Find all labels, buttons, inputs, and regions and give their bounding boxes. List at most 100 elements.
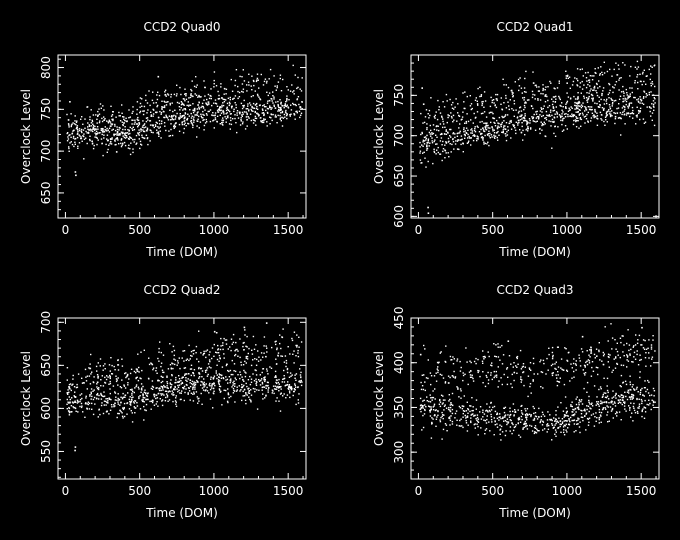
data-point	[150, 362, 152, 364]
data-point	[620, 77, 622, 79]
data-point	[436, 416, 438, 418]
data-point	[552, 121, 554, 123]
data-point	[195, 86, 197, 88]
data-point	[280, 388, 282, 390]
data-point	[255, 107, 258, 110]
data-point	[568, 107, 570, 109]
x-tick-label: 0	[62, 484, 70, 498]
data-point	[559, 377, 561, 379]
data-point	[497, 122, 499, 124]
data-point	[445, 424, 448, 426]
data-point	[457, 388, 459, 390]
data-point	[482, 139, 484, 141]
data-point	[213, 71, 216, 73]
data-point	[103, 391, 105, 393]
data-point	[603, 103, 606, 105]
data-point	[517, 418, 519, 420]
data-point	[278, 390, 280, 392]
data-point	[624, 64, 626, 66]
data-point	[137, 370, 139, 372]
data-point	[619, 95, 622, 97]
data-point	[641, 102, 643, 104]
data-point	[230, 373, 232, 376]
data-point	[569, 420, 571, 423]
data-point	[150, 115, 152, 117]
data-point	[454, 412, 457, 415]
data-point	[171, 383, 173, 386]
data-point	[269, 105, 271, 107]
data-point	[135, 385, 137, 388]
data-point	[81, 397, 83, 400]
data-point	[500, 377, 502, 379]
data-point	[589, 75, 592, 77]
data-point	[279, 342, 281, 345]
data-point	[524, 119, 527, 122]
data-point	[160, 137, 162, 139]
data-point	[439, 399, 441, 402]
data-point	[110, 404, 113, 406]
data-point	[183, 399, 185, 402]
data-point	[226, 378, 229, 381]
data-point	[92, 147, 95, 150]
data-point	[577, 111, 579, 113]
data-point	[547, 99, 549, 102]
data-point	[599, 73, 601, 75]
data-point	[536, 86, 538, 88]
data-point	[249, 383, 252, 386]
data-point	[118, 143, 120, 145]
data-point	[552, 354, 554, 357]
data-point	[76, 136, 79, 139]
data-point	[597, 106, 600, 108]
data-point	[437, 366, 439, 368]
data-point	[103, 119, 106, 121]
data-point	[650, 344, 653, 346]
data-point	[629, 381, 631, 383]
data-point	[517, 112, 520, 114]
data-point	[436, 129, 438, 131]
data-point	[588, 108, 591, 111]
data-point	[542, 114, 544, 117]
data-point	[449, 143, 451, 145]
data-point	[181, 376, 184, 378]
data-point	[503, 411, 506, 414]
data-point	[548, 120, 550, 122]
data-point	[280, 101, 282, 104]
data-point	[287, 89, 289, 91]
data-point	[82, 411, 84, 413]
data-point	[194, 107, 196, 110]
data-point	[220, 337, 222, 340]
data-point	[469, 374, 472, 376]
data-point	[210, 367, 212, 369]
data-point	[183, 98, 185, 100]
data-point	[167, 368, 170, 370]
data-point	[80, 128, 83, 131]
data-point	[295, 355, 297, 357]
data-point	[473, 112, 475, 115]
data-point	[543, 121, 545, 123]
data-point	[98, 121, 101, 124]
data-point	[219, 114, 221, 116]
data-point	[143, 419, 145, 421]
data-point	[429, 394, 431, 396]
data-point	[219, 389, 221, 391]
data-point	[222, 102, 224, 104]
data-point	[176, 101, 179, 104]
data-point	[197, 118, 199, 120]
data-point	[462, 416, 464, 418]
data-point	[533, 407, 535, 410]
data-point	[503, 407, 505, 409]
data-point	[541, 124, 543, 127]
data-point	[274, 116, 276, 118]
data-point	[449, 417, 451, 420]
data-point	[114, 129, 117, 132]
data-point	[77, 411, 79, 413]
data-point	[554, 135, 557, 137]
data-point	[259, 98, 261, 100]
data-point	[232, 118, 234, 120]
data-point	[235, 390, 238, 392]
data-point	[176, 84, 178, 86]
data-point	[104, 376, 106, 379]
data-point	[522, 428, 524, 430]
data-point	[475, 418, 477, 420]
data-point	[427, 141, 429, 143]
